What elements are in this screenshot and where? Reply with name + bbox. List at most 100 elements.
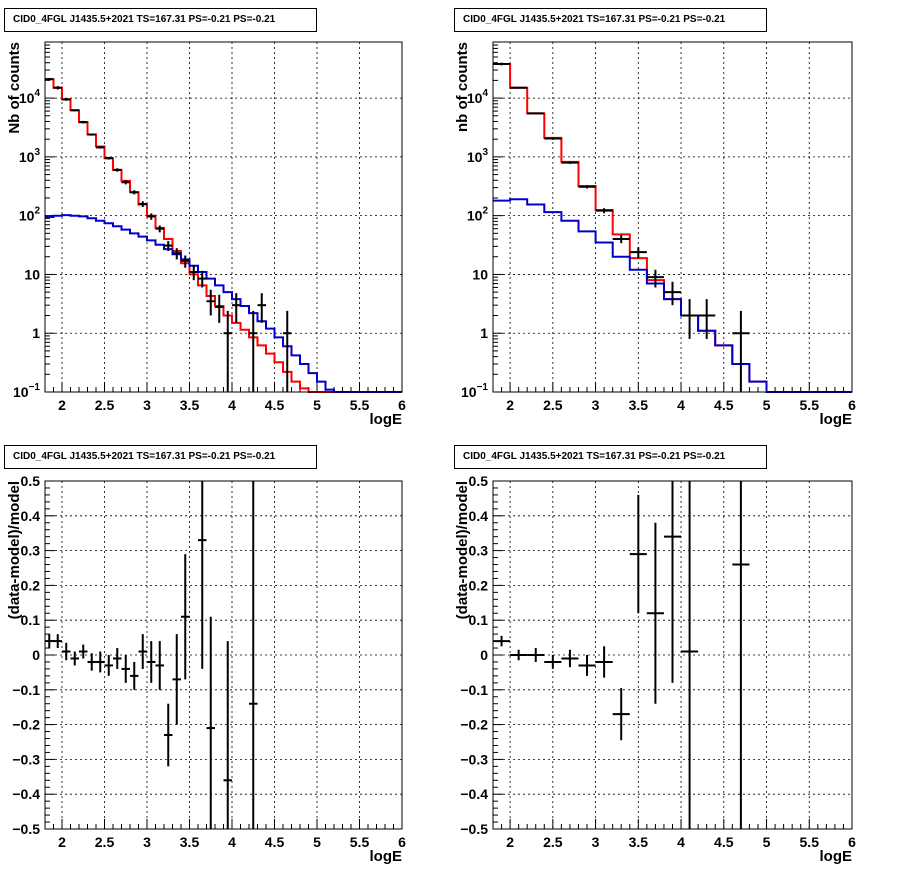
y-axis-title: Nb of counts [6, 42, 23, 134]
y-tick-label: 0.5 [21, 473, 41, 489]
y-tick-label: 0.4 [21, 508, 41, 524]
data-point [544, 137, 562, 140]
histogram-series-0 [45, 78, 402, 393]
x-tick-label: 3.5 [629, 834, 649, 850]
x-tick-label: 3.5 [629, 397, 649, 413]
data-point [493, 62, 511, 66]
data-point [121, 655, 130, 683]
data-point [104, 655, 113, 676]
panel-title-bottom-left: CID0_4FGL J1435.5+2021 TS=167.31 PS=-0.2… [4, 445, 317, 469]
x-tick-label: 6 [848, 834, 856, 850]
y-tick-label: 0.2 [21, 577, 41, 593]
x-tick-label: 4.5 [714, 397, 734, 413]
x-axis-title: logE [370, 848, 403, 865]
y-tick-label: 0 [480, 647, 488, 663]
data-point [198, 270, 207, 288]
data-point [206, 616, 215, 829]
plot-frame [44, 480, 403, 830]
x-tick-label: 6 [398, 397, 406, 413]
y-tick-label: 104 [19, 88, 41, 106]
x-tick-label: 4.5 [265, 397, 285, 413]
y-tick-base: 10 [19, 208, 35, 224]
data-point [223, 641, 232, 829]
y-tick-base: 10 [461, 384, 477, 400]
data-point [629, 247, 647, 259]
data-point [283, 310, 292, 392]
data-point [732, 310, 750, 392]
data-point [663, 481, 682, 683]
data-point [45, 77, 54, 81]
x-tick-label: 4 [228, 834, 236, 850]
data-point [147, 641, 156, 683]
x-axis-title: logE [370, 411, 403, 428]
data-point [578, 185, 596, 189]
data-point [79, 120, 88, 124]
x-tick-label: 5.5 [350, 397, 370, 413]
x-tick-label: 5.5 [800, 397, 820, 413]
x-tick-label: 4 [677, 397, 685, 413]
y-tick-label: −0.2 [460, 717, 488, 733]
data-point [249, 310, 258, 392]
data-point [223, 310, 232, 392]
x-tick-label: 2 [58, 834, 66, 850]
y-tick-label: 102 [19, 206, 41, 224]
data-point [663, 281, 682, 306]
y-tick-label: 103 [19, 147, 41, 165]
data-point [113, 648, 122, 669]
panel-title-bottom-right: CID0_4FGL J1435.5+2021 TS=167.31 PS=-0.2… [454, 445, 767, 469]
y-tick-label: 103 [467, 147, 489, 165]
x-tick-label: 3.5 [180, 834, 200, 850]
y-tick-base: 10 [467, 149, 483, 165]
data-point [544, 655, 562, 669]
data-point [113, 168, 122, 172]
y-tick-label: −0.2 [12, 717, 40, 733]
y-tick-exponent: −1 [477, 382, 489, 393]
data-point [172, 634, 181, 725]
y-tick-label: 104 [467, 88, 489, 106]
data-point [561, 161, 579, 164]
y-tick-label: −0.4 [12, 786, 40, 802]
data-point [62, 642, 71, 661]
data-point [612, 234, 630, 244]
panel-title-top-left: CID0_4FGL J1435.5+2021 TS=167.31 PS=-0.2… [4, 8, 317, 32]
data-point [70, 651, 79, 666]
x-tick-label: 2 [506, 834, 514, 850]
data-point [130, 661, 139, 690]
x-axis-title: logE [820, 411, 853, 428]
y-tick-label: 0 [32, 647, 40, 663]
data-point [147, 213, 156, 220]
y-tick-label: 10 [24, 266, 40, 282]
y-tick-label: 10 [472, 266, 488, 282]
y-tick-label: 0.3 [469, 543, 489, 559]
y-tick-label: 0.2 [469, 577, 489, 593]
x-tick-label: 6 [398, 834, 406, 850]
data-point [646, 522, 664, 704]
data-point [164, 703, 173, 767]
y-tick-label: 0.4 [469, 508, 489, 524]
histogram-series-0 [493, 63, 852, 393]
data-point [53, 634, 62, 649]
y-tick-label: −0.1 [12, 682, 40, 698]
data-point [561, 649, 579, 668]
x-tick-label: 3.5 [180, 397, 200, 413]
data-point [45, 634, 54, 649]
y-tick-base: 10 [19, 90, 35, 106]
y-tick-base: 10 [13, 384, 29, 400]
x-tick-label: 5 [313, 834, 321, 850]
x-tick-label: 2.5 [95, 834, 115, 850]
plot-frame [492, 480, 853, 830]
data-point [595, 646, 613, 678]
y-tick-label: 0.1 [21, 612, 41, 628]
data-point [681, 481, 699, 829]
y-tick-label: 0.3 [21, 543, 41, 559]
y-tick-label: −0.1 [460, 682, 488, 698]
y-tick-exponent: 3 [34, 147, 40, 158]
data-point [646, 269, 664, 288]
data-point [70, 109, 79, 112]
data-point [181, 554, 190, 680]
x-tick-label: 3 [592, 397, 600, 413]
panel-residual-left: 2 2.5 3 3.5 4 4.5 5 5.5 6 −0.5 −0.4 −0.3 −0.2 −0.1 0 0.… [6, 473, 406, 865]
data-point [121, 180, 130, 185]
y-tick-label: 10−1 [461, 382, 488, 400]
data-point [79, 644, 88, 659]
